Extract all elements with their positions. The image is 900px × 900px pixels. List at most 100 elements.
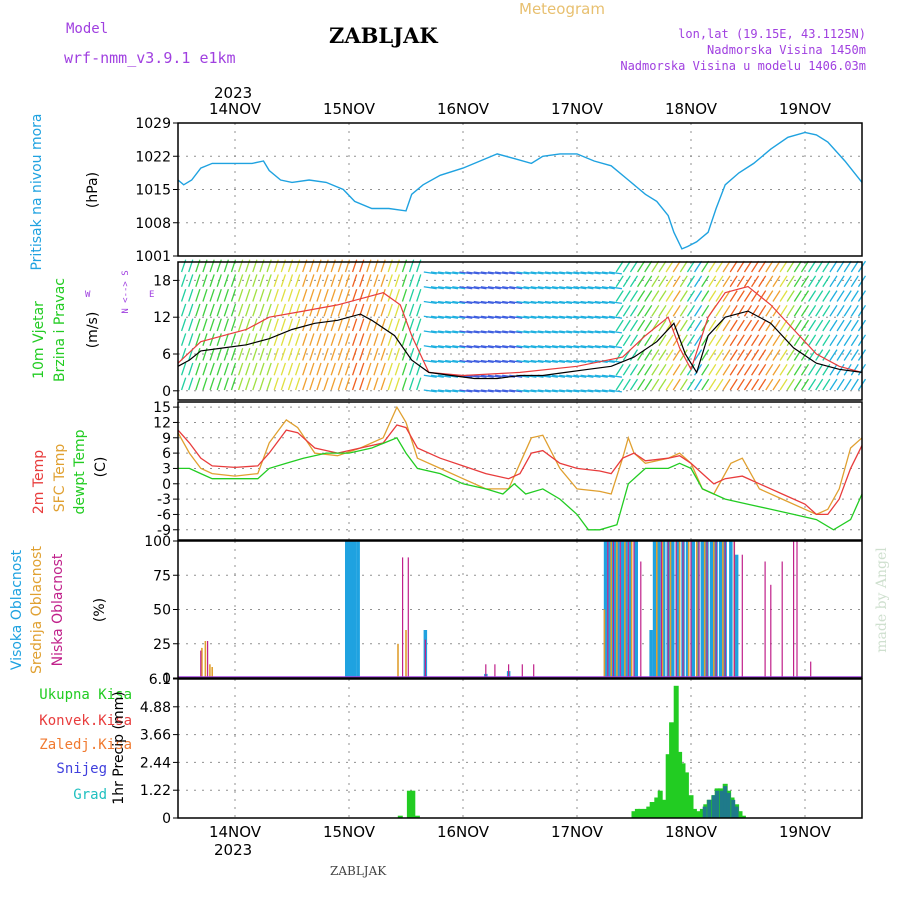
wind-barb (715, 275, 724, 288)
low-cloud-bar (207, 641, 209, 678)
snow-bar (734, 806, 739, 818)
high-cloud-bar (347, 541, 351, 678)
y-tick-label: -6 (157, 507, 171, 523)
panels: 10011008101510221029061218-9-6-303691215… (135, 116, 867, 827)
wind-barb (330, 377, 336, 391)
total-precip-bar (683, 772, 689, 818)
wind-barb (423, 345, 437, 349)
wind-barb (736, 260, 745, 273)
wind-direction-key: N <--> S (121, 270, 131, 313)
wind-barb (644, 349, 653, 361)
wind-barb (216, 318, 222, 332)
sfc-temp-line (177, 405, 863, 516)
wind-barb (430, 286, 444, 290)
low-cloud-bar (508, 664, 510, 678)
wind-barb (815, 304, 824, 317)
y-tick-label: 6 (162, 446, 171, 462)
wind-barb (209, 333, 215, 346)
wind-barb (793, 290, 802, 302)
wind-barb (380, 318, 386, 332)
wind-barb (743, 275, 753, 288)
wind-barb (829, 304, 838, 317)
panel-border (177, 540, 863, 679)
wind-panel: 0 6 12 18 (153, 259, 867, 401)
wind-barb (380, 347, 386, 361)
wind-barb (237, 347, 244, 361)
wind-barb (223, 333, 230, 346)
wind-barb (743, 290, 753, 302)
wind-barb (808, 363, 817, 376)
wind-barb (294, 377, 301, 391)
top-day-label: 15NOV (323, 100, 376, 118)
wind-barb (473, 300, 487, 305)
wind-barb (715, 334, 724, 347)
wind-barb (394, 288, 401, 302)
wind-barb (188, 303, 194, 317)
wind-barb (672, 319, 681, 332)
wind-barb (665, 304, 674, 317)
wind-speed-line (177, 310, 863, 380)
low-cloud-bar (741, 554, 743, 678)
wind-barb (380, 362, 386, 376)
wind-barb (209, 274, 215, 287)
wind-barb (401, 274, 408, 287)
wind-barb (808, 378, 817, 391)
wind-barb (480, 315, 494, 319)
wind-barb (729, 275, 738, 288)
mid-cloud-bar (610, 541, 612, 678)
wind-barb (230, 274, 237, 287)
wind-east: E (149, 290, 154, 300)
total-precip-bar (397, 815, 403, 818)
mid-cloud-bar (656, 541, 658, 678)
mid-cloud-bar (713, 541, 715, 678)
wind-barb (380, 274, 386, 287)
wind-barb (245, 362, 251, 376)
total-precip-bar (669, 722, 675, 818)
panel-border (177, 122, 863, 257)
wind-barb (701, 260, 710, 273)
wind-barb (494, 315, 508, 319)
low-cloud-bar (612, 541, 615, 678)
wind-barb (259, 347, 265, 361)
wind-barb (452, 389, 466, 393)
wind-barb (694, 290, 703, 302)
wind-barb (580, 286, 594, 290)
high-cloud-bar (624, 541, 628, 678)
wind-barb (793, 378, 802, 391)
wind-barb (615, 275, 624, 288)
wind-barb (494, 300, 508, 305)
wind-barb (729, 290, 738, 302)
wind-barb (195, 318, 201, 332)
wind-barb (566, 300, 580, 305)
low-cloud-bar (485, 664, 487, 678)
wind-barb (800, 290, 810, 302)
wind-barb (452, 330, 466, 334)
mid-cloud-ylabel: Srednja Oblacnost (29, 546, 45, 674)
wind-barb (445, 315, 459, 319)
wind-barb (459, 315, 473, 319)
total-precip-label: Ukupna Kisa (39, 687, 132, 703)
temp-unit: (C) (93, 457, 109, 478)
wind-barb (829, 319, 838, 332)
wind-barb (195, 377, 201, 391)
wind-barb (708, 349, 717, 361)
wind-barb (344, 347, 351, 361)
wind-barb (701, 363, 710, 376)
wind-barb (530, 359, 544, 364)
wind-barb (309, 274, 315, 287)
wind-barb (523, 300, 537, 305)
wind-barb (815, 275, 824, 288)
wind-barb (445, 271, 459, 275)
low-cloud-bar (407, 557, 409, 678)
low-cloud-bar (607, 541, 609, 678)
wind-barb (644, 304, 653, 317)
wind-barb (416, 347, 422, 361)
wind-barb (401, 377, 408, 391)
wind-barb (437, 330, 451, 334)
wind-barb (608, 300, 622, 305)
low-cloud-bar (690, 541, 692, 678)
wind-barb (793, 304, 802, 317)
total-precip-bar (691, 808, 697, 818)
wind-barb (708, 319, 717, 332)
wind-barb (437, 359, 451, 364)
